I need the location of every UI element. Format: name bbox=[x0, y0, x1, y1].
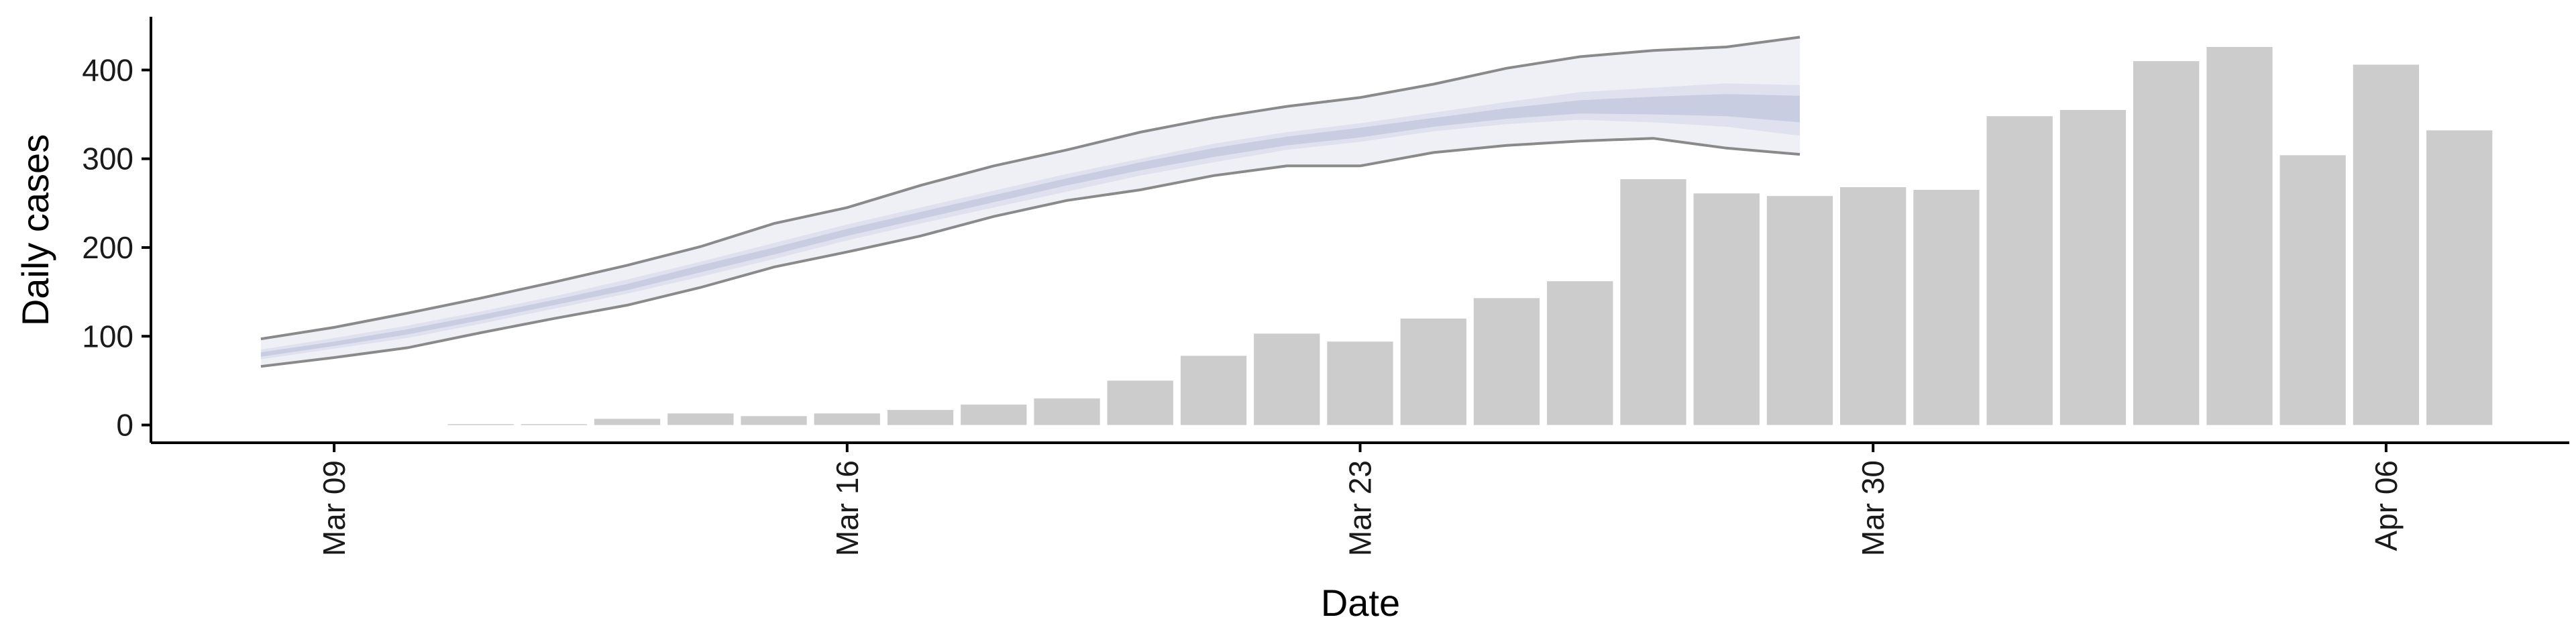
bar-mar-24 bbox=[1400, 318, 1466, 425]
bar-mar-30 bbox=[1840, 187, 1907, 425]
bar-mar-21 bbox=[1180, 356, 1247, 425]
bar-mar-12 bbox=[521, 424, 587, 425]
x-axis-title: Date bbox=[1321, 582, 1400, 624]
y-tick-group: 0 100 200 300 400 bbox=[82, 52, 151, 443]
y-tick-label: 100 bbox=[82, 319, 133, 354]
y-tick-label: 300 bbox=[82, 142, 133, 176]
nowcast-lower-line bbox=[260, 137, 1801, 368]
bar-mar-18 bbox=[961, 405, 1027, 425]
bar-mar-11 bbox=[447, 424, 514, 425]
bar-apr-05 bbox=[2279, 155, 2346, 425]
bar-mar-17 bbox=[887, 410, 954, 425]
bar-apr-01 bbox=[1986, 116, 2053, 425]
x-tick-label: Mar 23 bbox=[1343, 460, 1378, 556]
nowcast-upper-line bbox=[260, 36, 1801, 341]
bar-mar-20 bbox=[1107, 380, 1173, 425]
bar-apr-03 bbox=[2133, 61, 2200, 425]
y-tick-label: 200 bbox=[82, 230, 133, 265]
nowcast-band-group bbox=[260, 36, 1801, 368]
bar-mar-25 bbox=[1473, 298, 1540, 425]
bar-mar-29 bbox=[1766, 196, 1833, 425]
y-tick-label: 0 bbox=[116, 408, 133, 443]
x-tick-label: Mar 09 bbox=[317, 460, 352, 556]
x-tick-label: Mar 30 bbox=[1856, 460, 1890, 556]
bar-mar-23 bbox=[1327, 341, 1393, 425]
bar-mar-13 bbox=[594, 419, 661, 425]
bar-mar-27 bbox=[1620, 179, 1686, 425]
bar-mar-15 bbox=[741, 416, 807, 425]
bar-apr-07 bbox=[2426, 130, 2493, 425]
bar-mar-19 bbox=[1034, 398, 1100, 425]
bar-mar-14 bbox=[667, 413, 734, 425]
y-axis-title: Daily cases bbox=[14, 134, 56, 326]
bar-apr-04 bbox=[2206, 47, 2273, 425]
bar-apr-06 bbox=[2353, 64, 2419, 425]
bar-mar-22 bbox=[1254, 333, 1320, 425]
bar-mar-26 bbox=[1547, 281, 1613, 425]
bar-apr-02 bbox=[2059, 109, 2127, 425]
bar-mar-16 bbox=[814, 413, 880, 425]
bar-mar-28 bbox=[1693, 193, 1760, 425]
x-tick-label: Apr 06 bbox=[2369, 460, 2404, 551]
nowcast-inner-band bbox=[260, 94, 1801, 357]
y-tick-label: 400 bbox=[82, 52, 133, 87]
bar-mar-31 bbox=[1913, 190, 1980, 425]
x-tick-group: Mar 09 Mar 16 Mar 23 Mar 30 Apr 06 bbox=[317, 443, 2404, 556]
bar-series-group bbox=[447, 47, 2493, 425]
x-tick-label: Mar 16 bbox=[830, 460, 865, 556]
